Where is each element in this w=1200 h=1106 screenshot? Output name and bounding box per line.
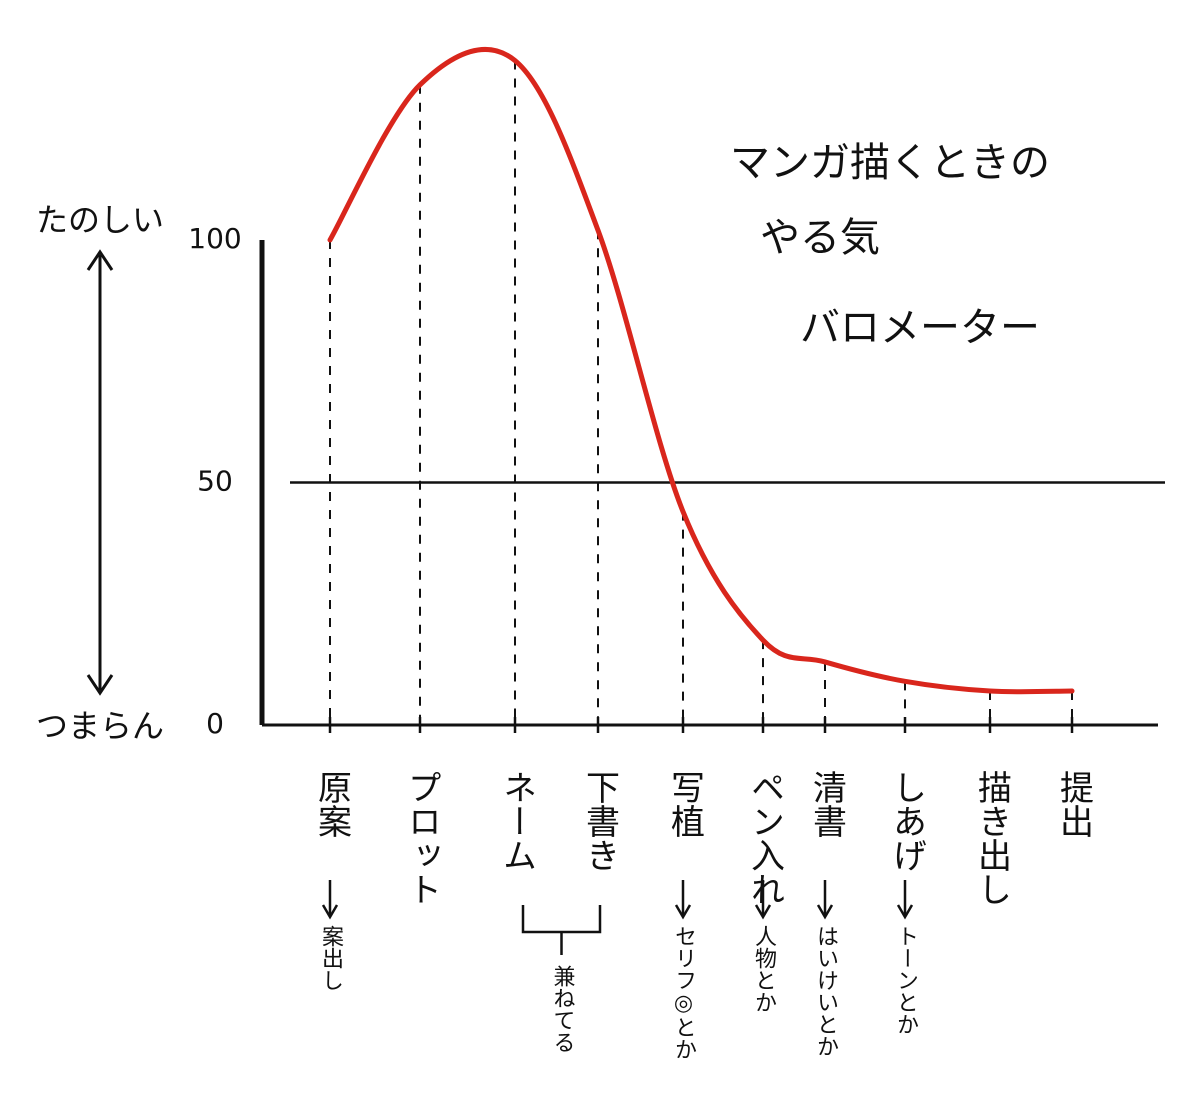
x-tick-label: 清書 xyxy=(807,770,847,838)
sub-label: はいけいとか xyxy=(813,925,838,1057)
y-tick-label: 50 xyxy=(197,465,233,498)
y-top-label: たのしい xyxy=(36,201,164,239)
x-tick-label: ペン入れ xyxy=(745,770,785,906)
title-line: マンガ描くときの xyxy=(730,140,1050,186)
x-tick-label: 提出 xyxy=(1054,770,1094,838)
x-tick-label: プロット xyxy=(402,770,442,906)
sub-arrow-head xyxy=(816,904,834,920)
sub-label: 人物とか xyxy=(751,925,777,1013)
x-tick-label: 写植 xyxy=(665,770,705,838)
sub-label: 案出し xyxy=(318,925,344,991)
y-tick-label: 0 xyxy=(206,707,224,740)
series-line xyxy=(327,47,1075,695)
title-line: やる気 xyxy=(760,215,880,261)
sub-label: セリフ◎とか xyxy=(671,925,696,1060)
title-line: バロメーター xyxy=(800,305,1040,351)
sub-arrow-head xyxy=(674,904,692,920)
sub-arrow-head xyxy=(754,904,772,920)
sub-arrow-head xyxy=(321,904,339,920)
bracket xyxy=(521,905,602,955)
x-tick-label: ネーム xyxy=(497,770,537,872)
sub-arrow-head xyxy=(896,904,914,920)
sub-label: トーンとか xyxy=(893,925,918,1035)
y-bottom-label: つまらん xyxy=(36,707,164,745)
bracket-note: 兼ねてる xyxy=(550,965,576,1053)
x-tick-label: 下書き xyxy=(580,770,620,872)
y-arrow xyxy=(86,249,114,696)
x-tick-label: 描き出し xyxy=(972,770,1012,906)
x-tick-label: しあげ xyxy=(887,770,927,872)
y-tick-label: 100 xyxy=(188,222,241,255)
x-tick-label: 原案 xyxy=(312,770,352,838)
